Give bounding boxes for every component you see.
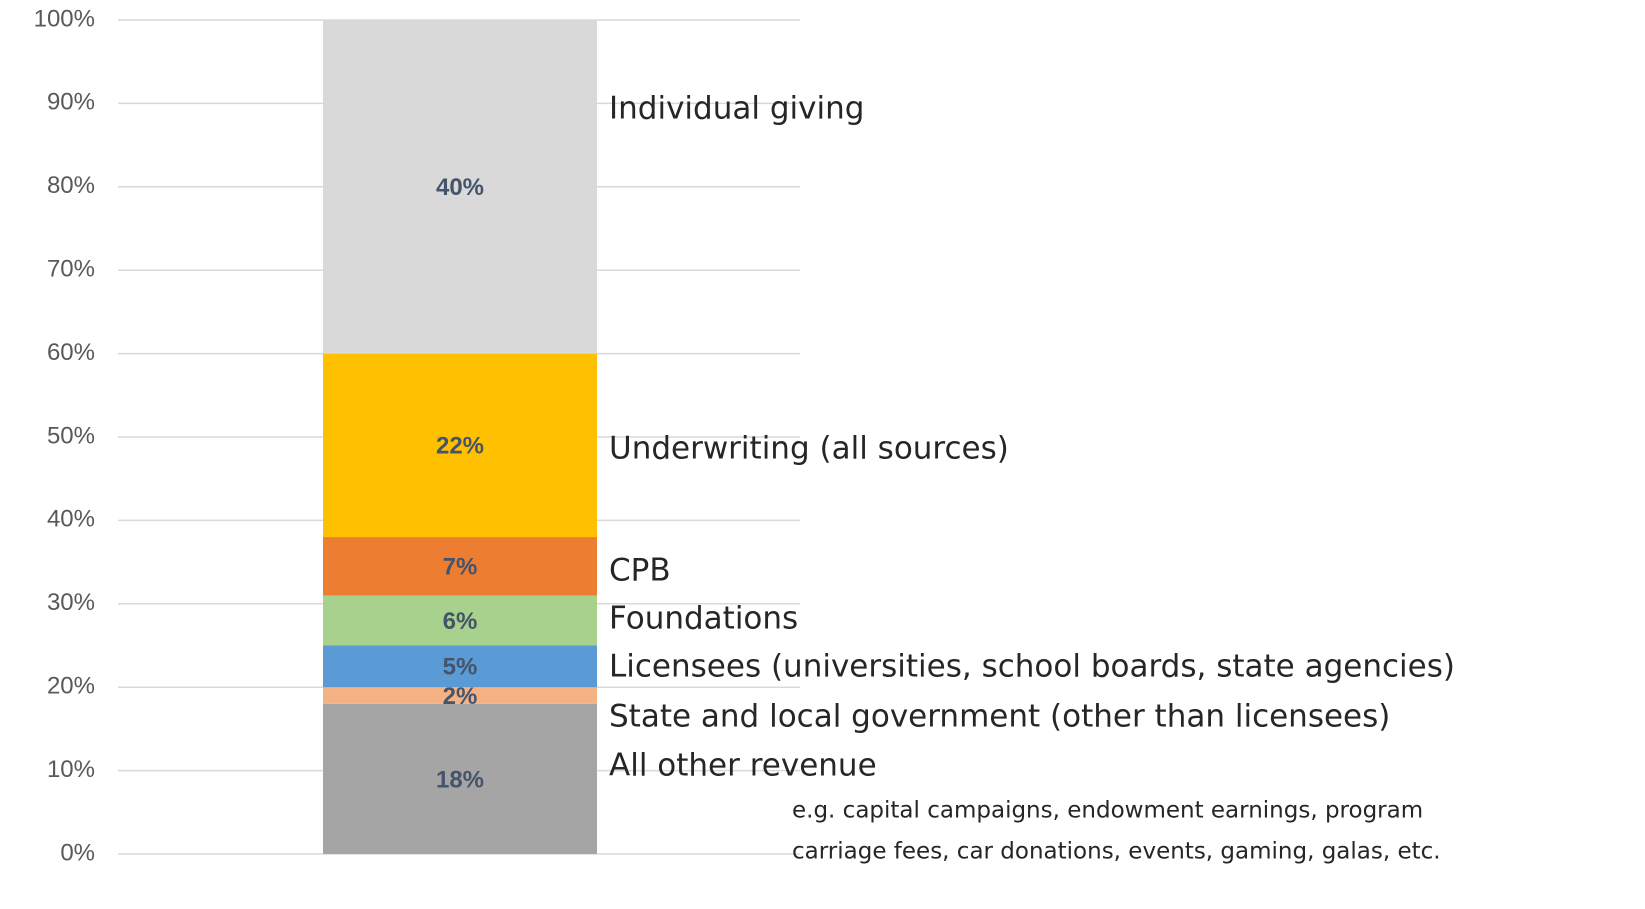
bar-segment — [323, 537, 597, 596]
segment-name: State and local government (other than l… — [609, 699, 1390, 735]
y-tick-label: 50% — [47, 422, 95, 449]
data-label: 2% — [443, 683, 478, 710]
segment-name: Underwriting (all sources) — [609, 431, 1009, 467]
y-tick-label: 60% — [47, 339, 95, 366]
data-label: 22% — [436, 433, 484, 460]
bar-segment — [323, 353, 597, 538]
data-label: 7% — [443, 554, 478, 581]
segment-name: Licensees (universities, school boards, … — [609, 649, 1455, 685]
segment-name: CPB — [609, 553, 671, 589]
y-tick-label: 30% — [47, 589, 95, 616]
bar-segment — [323, 20, 597, 354]
segment-name: All other revenue — [609, 748, 877, 784]
bar-segment — [323, 595, 597, 646]
data-label: 6% — [443, 608, 478, 635]
y-tick-label: 10% — [47, 756, 95, 783]
annotation: e.g. capital campaigns, endowment earnin… — [792, 798, 1423, 824]
segment-name: Individual giving — [609, 91, 864, 127]
y-tick-label: 80% — [47, 172, 95, 199]
data-label: 5% — [443, 654, 478, 681]
bar-segment — [323, 645, 597, 688]
y-tick-label: 0% — [60, 839, 95, 866]
y-tick-label: 100% — [34, 5, 95, 32]
data-label: 18% — [436, 766, 484, 793]
data-label: 40% — [436, 174, 484, 201]
y-tick-label: 70% — [47, 256, 95, 283]
segment-name: Foundations — [609, 601, 798, 637]
y-tick-label: 90% — [47, 89, 95, 116]
y-tick-label: 40% — [47, 506, 95, 533]
y-tick-label: 20% — [47, 673, 95, 700]
annotation: carriage fees, car donations, events, ga… — [792, 839, 1441, 865]
bar-segment — [323, 687, 597, 704]
bar-segment — [323, 703, 597, 854]
